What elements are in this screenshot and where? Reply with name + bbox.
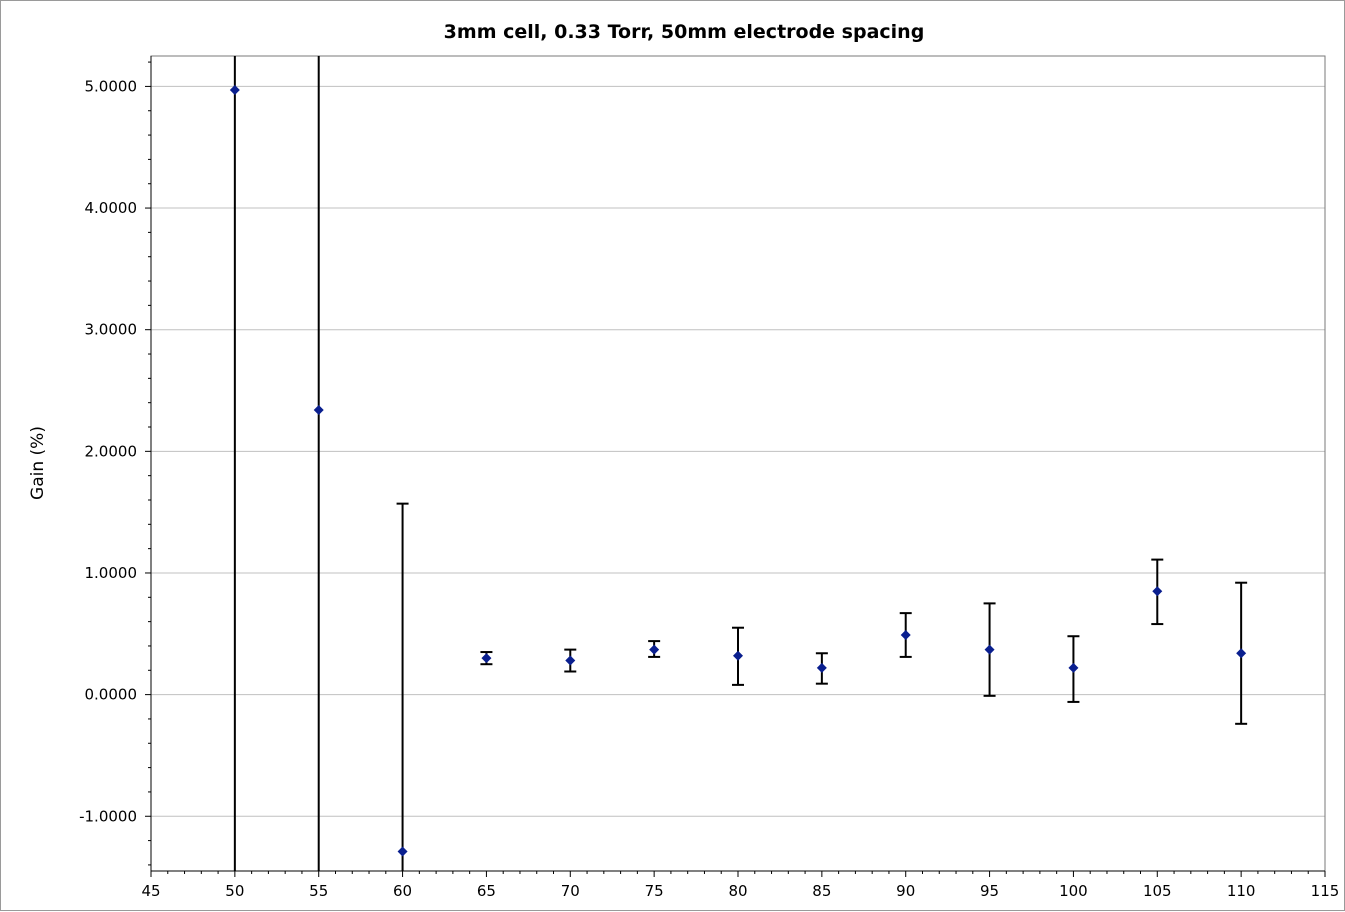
y-tick-label: 3.0000: [85, 321, 138, 339]
data-point: [816, 662, 827, 673]
x-tick-label: 95: [980, 882, 999, 900]
data-point: [481, 653, 492, 664]
grid-lines: [151, 85, 1325, 817]
x-tick-label: 50: [225, 882, 244, 900]
data-point: [900, 630, 911, 641]
axes: [150, 55, 1326, 872]
data-point: [229, 85, 240, 96]
data-point: [984, 644, 995, 655]
y-axis-title: Gain (%): [28, 426, 48, 500]
x-tick-label: 115: [1311, 882, 1340, 900]
x-tick-label: 90: [896, 882, 915, 900]
x-tick-label: 105: [1143, 882, 1172, 900]
x-tick-label: 45: [141, 882, 160, 900]
data-point: [1152, 586, 1163, 597]
x-tick-label: 55: [309, 882, 328, 900]
x-axis-ticks: 45 50 55 60 65 70 75 80 85 90 95 100 105 110 115: [141, 871, 1339, 900]
data-point: [313, 404, 324, 415]
y-tick-label: 0.0000: [85, 686, 138, 704]
y-tick-label: 5.0000: [85, 77, 138, 95]
data-points: [229, 85, 1247, 857]
data-point: [1068, 662, 1079, 673]
y-tick-label: 4.0000: [85, 199, 138, 217]
x-tick-label: 75: [645, 882, 664, 900]
x-tick-label: 70: [561, 882, 580, 900]
y-tick-label: -1.0000: [79, 807, 137, 825]
y-tick-label: 2.0000: [85, 442, 138, 460]
y-axis-ticks: -1.0000 0.0000 1.0000 2.0000 3.0000 4.0000 5.0…: [79, 61, 151, 866]
x-tick-label: 100: [1059, 882, 1088, 900]
data-point: [565, 655, 576, 666]
x-tick-label: 65: [477, 882, 496, 900]
data-point: [397, 846, 408, 857]
data-point: [1236, 648, 1247, 659]
plot-border: [150, 55, 1326, 872]
x-tick-label: 80: [728, 882, 747, 900]
x-tick-label: 60: [393, 882, 412, 900]
error-bars: [233, 56, 1248, 871]
x-tick-label: 85: [812, 882, 831, 900]
y-tick-label: 1.0000: [85, 564, 138, 582]
chart-title: 3mm cell, 0.33 Torr, 50mm electrode spac…: [444, 21, 925, 43]
x-tick-label: 110: [1227, 882, 1256, 900]
data-point: [649, 644, 660, 655]
data-point: [733, 650, 743, 661]
